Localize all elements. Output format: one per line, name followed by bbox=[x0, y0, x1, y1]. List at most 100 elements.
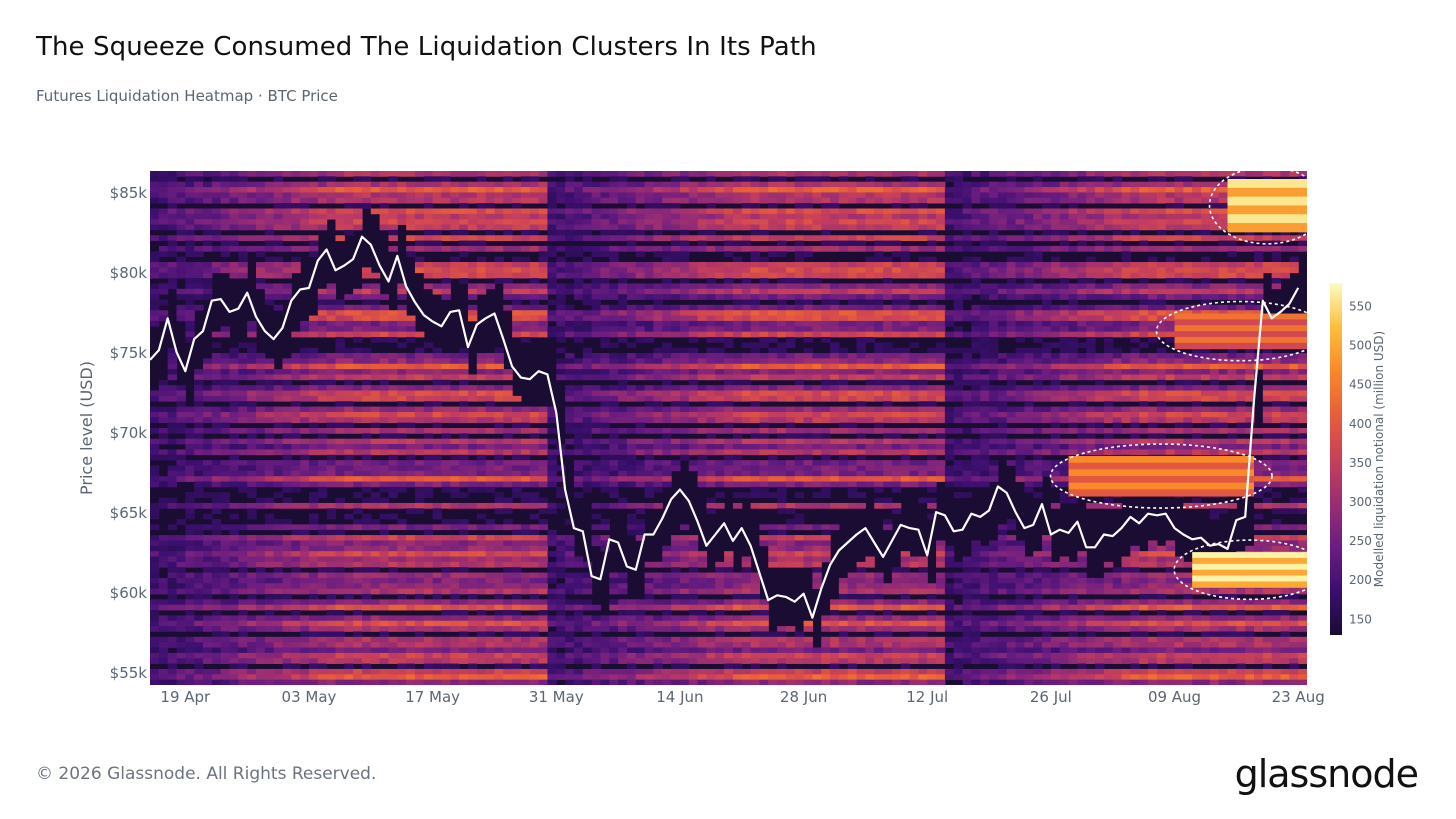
heatmap-cell bbox=[459, 401, 469, 407]
heatmap-cell bbox=[476, 679, 487, 685]
heatmap-cell bbox=[406, 460, 416, 466]
heatmap-cell bbox=[715, 187, 725, 193]
heatmap-cell bbox=[291, 192, 301, 199]
heatmap-cell bbox=[520, 262, 531, 268]
heatmap-cell bbox=[308, 240, 319, 247]
heatmap-cell bbox=[573, 245, 584, 252]
heatmap-cell bbox=[459, 620, 469, 627]
heatmap-cell bbox=[353, 620, 363, 627]
heatmap-cell bbox=[238, 197, 248, 204]
heatmap-cell bbox=[520, 219, 531, 225]
heatmap-cell bbox=[565, 369, 575, 375]
heatmap-cell bbox=[370, 310, 381, 316]
heatmap-cell bbox=[768, 385, 778, 391]
heatmap-cell bbox=[609, 460, 619, 466]
heatmap-cell bbox=[247, 369, 257, 375]
heatmap-cell bbox=[635, 524, 646, 531]
heatmap-cell bbox=[476, 267, 487, 274]
heatmap-cell bbox=[582, 620, 593, 627]
heatmap-cell bbox=[432, 176, 443, 183]
heatmap-cell bbox=[361, 604, 372, 611]
heatmap-cell bbox=[759, 668, 769, 675]
heatmap-cell bbox=[441, 540, 451, 547]
heatmap-cell bbox=[335, 642, 345, 648]
heatmap-cell bbox=[724, 326, 734, 333]
heatmap-cell bbox=[485, 411, 496, 418]
heatmap-cell bbox=[335, 336, 345, 343]
heatmap-cell bbox=[671, 583, 681, 590]
heatmap-cell bbox=[494, 358, 504, 365]
heatmap-cell bbox=[565, 540, 575, 547]
heatmap-cell bbox=[688, 626, 699, 632]
heatmap-cell bbox=[308, 679, 319, 685]
heatmap-cell bbox=[459, 449, 469, 456]
heatmap-cell bbox=[459, 417, 469, 424]
heatmap-cell bbox=[432, 502, 443, 509]
heatmap-cell bbox=[255, 171, 266, 177]
heatmap-cell bbox=[626, 267, 637, 274]
heatmap-cell bbox=[609, 604, 619, 611]
heatmap-cell bbox=[503, 294, 513, 300]
heatmap-cell bbox=[671, 663, 681, 670]
heatmap-cell bbox=[697, 572, 708, 579]
heatmap-cell bbox=[485, 540, 496, 547]
heatmap-cell bbox=[494, 524, 504, 531]
heatmap-cell bbox=[679, 235, 690, 241]
heatmap-cell bbox=[167, 663, 178, 670]
heatmap-cell bbox=[750, 406, 761, 413]
heatmap-cell bbox=[361, 668, 372, 675]
heatmap-cell bbox=[202, 583, 213, 590]
heatmap-cell bbox=[476, 604, 487, 611]
heatmap-cell bbox=[406, 197, 416, 204]
heatmap-cell bbox=[538, 187, 549, 193]
heatmap-cell bbox=[423, 449, 434, 456]
heatmap-cell bbox=[759, 342, 769, 349]
heatmap-cell bbox=[194, 390, 204, 397]
heatmap-cell bbox=[317, 449, 328, 456]
heatmap-cell bbox=[600, 395, 610, 402]
heatmap-cell bbox=[397, 476, 407, 482]
heatmap-cell bbox=[450, 449, 460, 456]
heatmap-cell bbox=[467, 572, 478, 579]
heatmap-cell bbox=[370, 647, 381, 654]
heatmap-cell bbox=[768, 535, 778, 541]
heatmap-cell bbox=[600, 283, 610, 290]
heatmap-cell bbox=[202, 615, 213, 622]
heatmap-cell bbox=[388, 679, 398, 685]
heatmap-cell bbox=[538, 288, 549, 295]
heatmap-cell bbox=[706, 358, 716, 365]
heatmap-cell bbox=[238, 465, 248, 472]
heatmap-cell bbox=[644, 219, 655, 225]
heatmap-cell bbox=[361, 642, 372, 648]
heatmap-cell bbox=[732, 181, 743, 188]
heatmap-cell bbox=[264, 535, 275, 541]
heatmap-cell bbox=[706, 288, 716, 295]
heatmap-cell bbox=[759, 631, 769, 638]
heatmap-cell bbox=[653, 465, 663, 472]
heatmap-cell bbox=[370, 679, 381, 685]
heatmap-cell bbox=[750, 171, 761, 177]
heatmap-cell bbox=[591, 406, 602, 413]
heatmap-cell bbox=[432, 647, 443, 654]
heatmap-cell bbox=[635, 395, 646, 402]
heatmap-cell bbox=[229, 197, 239, 204]
heatmap-cell bbox=[397, 545, 407, 552]
heatmap-cell bbox=[291, 401, 301, 407]
heatmap-cell bbox=[264, 294, 275, 300]
heatmap-cell bbox=[326, 631, 337, 638]
heatmap-cell bbox=[291, 481, 301, 488]
heatmap-cell bbox=[520, 551, 531, 557]
heatmap-cell bbox=[176, 545, 186, 552]
heatmap-cell bbox=[609, 385, 619, 391]
heatmap-cell bbox=[185, 615, 195, 622]
heatmap-cell bbox=[167, 502, 178, 509]
heatmap-cell bbox=[671, 390, 681, 397]
heatmap-cell bbox=[538, 320, 549, 327]
heatmap-cell bbox=[706, 267, 716, 274]
heatmap-cell bbox=[503, 219, 513, 225]
heatmap-cell bbox=[211, 438, 222, 445]
heatmap-cell bbox=[582, 288, 593, 295]
heatmap-cell bbox=[697, 406, 708, 413]
heatmap-cell bbox=[255, 556, 266, 563]
heatmap-cell bbox=[741, 572, 752, 579]
